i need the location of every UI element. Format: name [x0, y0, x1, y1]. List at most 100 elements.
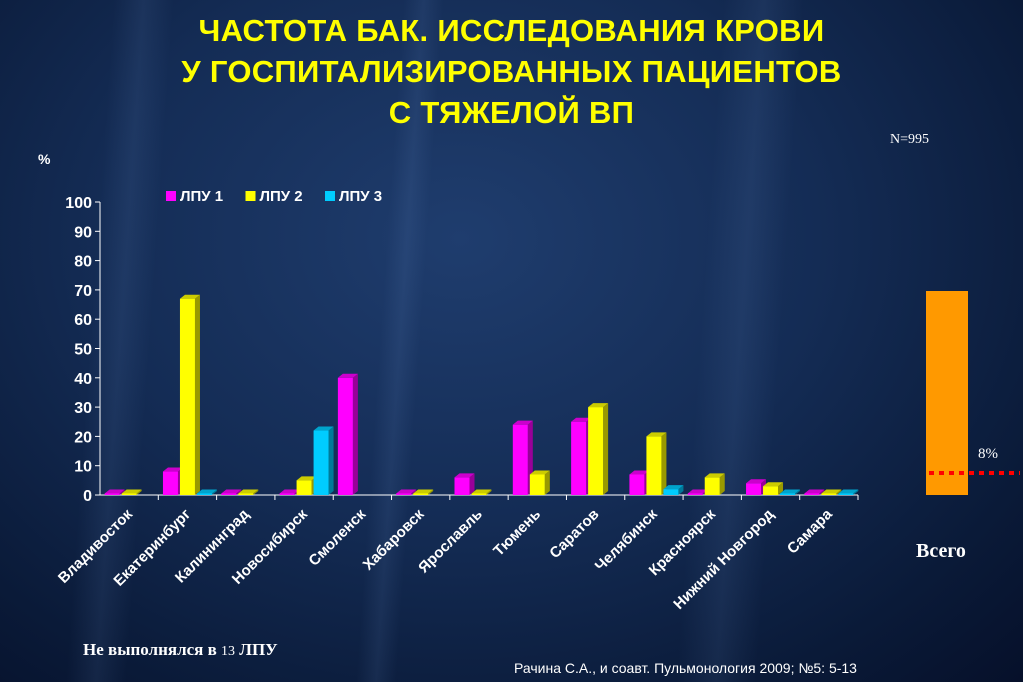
- bar-top: [571, 417, 592, 422]
- bar-front: [196, 493, 212, 495]
- total-chart: [926, 291, 1020, 495]
- bar-top: [396, 489, 417, 494]
- bar-top: [838, 489, 859, 494]
- bar-front: [471, 493, 487, 495]
- y-tick-label: 20: [74, 429, 92, 446]
- bar-top: [821, 489, 842, 494]
- footnote-suffix: ЛПУ: [235, 640, 278, 659]
- bar: [396, 489, 417, 495]
- y-tick-label: 60: [74, 312, 92, 329]
- bar: [162, 467, 183, 495]
- bar-top: [588, 403, 609, 408]
- legend-entry: ЛПУ 2: [245, 188, 303, 205]
- bar: [529, 470, 550, 495]
- bar-front: [337, 377, 353, 495]
- bar: [221, 489, 242, 495]
- footnote-number: 13: [221, 644, 236, 659]
- y-tick-label: 0: [83, 488, 92, 505]
- bar: [337, 373, 358, 495]
- bar-side: [211, 489, 217, 495]
- bar-front: [296, 480, 312, 495]
- bar-top: [629, 470, 650, 475]
- bar-front: [571, 421, 587, 495]
- bar: [413, 489, 434, 495]
- bar: [588, 403, 609, 495]
- bar-front: [838, 493, 854, 495]
- y-tick-label: 30: [74, 400, 92, 417]
- bar-front: [804, 493, 820, 495]
- bar: [238, 489, 259, 495]
- bar-side: [486, 489, 492, 495]
- bar: [804, 489, 825, 495]
- bar: [663, 485, 684, 495]
- bar: [780, 489, 801, 495]
- bar-side: [253, 489, 259, 495]
- footnote-text: Не выполнялся в: [83, 640, 222, 659]
- bar-top: [763, 482, 784, 487]
- bar-front: [279, 493, 295, 495]
- bar-front: [687, 493, 703, 495]
- title-line-3: С ТЯЖЕЛОЙ ВП: [388, 95, 635, 130]
- bar: [104, 489, 125, 495]
- y-tick-label: 70: [74, 283, 92, 300]
- total-percent-label: 8%: [978, 446, 998, 462]
- y-tick-label: 100: [65, 195, 92, 212]
- bar-top: [221, 489, 242, 494]
- bar-front: [780, 493, 796, 495]
- x-tick-label: Саратов: [546, 506, 602, 562]
- bar-side: [411, 489, 417, 495]
- bar-top: [196, 489, 217, 494]
- y-tick-label: 80: [74, 254, 92, 271]
- bar: [629, 470, 650, 495]
- bar-front: [413, 493, 429, 495]
- bar-front: [763, 486, 779, 495]
- bar-top: [454, 473, 475, 478]
- chart-title: ЧАСТОТА БАК. ИССЛЕДОВАНИЯ КРОВИ У ГОСПИТ…: [0, 10, 1023, 133]
- bar-side: [119, 489, 125, 495]
- bar-top: [337, 373, 358, 378]
- title-line-1: ЧАСТОТА БАК. ИССЛЕДОВАНИЯ КРОВИ: [198, 13, 825, 48]
- bar-front: [396, 493, 412, 495]
- bar: [646, 432, 667, 495]
- bar-side: [194, 294, 200, 495]
- sample-size-label: N=995: [890, 132, 930, 147]
- bar-top: [804, 489, 825, 494]
- bar: [196, 489, 217, 495]
- bar-front: [221, 493, 237, 495]
- bar: [179, 294, 200, 495]
- bar-top: [413, 489, 434, 494]
- bar-side: [428, 489, 434, 495]
- total-label: Всего: [916, 540, 966, 562]
- legend-swatch: [325, 191, 335, 201]
- x-tick-label: Тюмень: [490, 506, 544, 560]
- bar-front: [629, 474, 645, 495]
- legend-label: ЛПУ 1: [180, 188, 223, 205]
- title-line-2: У ГОСПИТАЛИЗИРОВАННЫХ ПАЦИЕНТОВ: [181, 54, 842, 89]
- bar-front: [821, 493, 837, 495]
- bar-top: [104, 489, 125, 494]
- bar-side: [678, 485, 684, 495]
- bar-side: [136, 489, 142, 495]
- bar-side: [661, 432, 667, 495]
- bar-top: [687, 489, 708, 494]
- bar-front: [512, 424, 528, 495]
- bar: [471, 489, 492, 495]
- bar-top: [704, 473, 725, 478]
- bar-front: [121, 493, 137, 495]
- y-tick-label: 90: [74, 224, 92, 241]
- chart-legend: ЛПУ 1 ЛПУ 2 ЛПУ 3: [166, 188, 382, 205]
- bar-top: [529, 470, 550, 475]
- x-tick-label: Нижний Новгород: [670, 505, 777, 612]
- legend-entry: ЛПУ 1: [166, 188, 223, 205]
- bar-front: [179, 298, 195, 495]
- bar-top: [238, 489, 259, 494]
- x-tick-label: Самара: [784, 505, 836, 557]
- bar-side: [352, 373, 358, 495]
- bar-front: [454, 477, 470, 495]
- bar: [763, 482, 784, 495]
- chart-bars: [104, 294, 859, 495]
- bar-front: [663, 489, 679, 495]
- x-tick-label: Смоленск: [305, 505, 369, 569]
- bar-top: [121, 489, 142, 494]
